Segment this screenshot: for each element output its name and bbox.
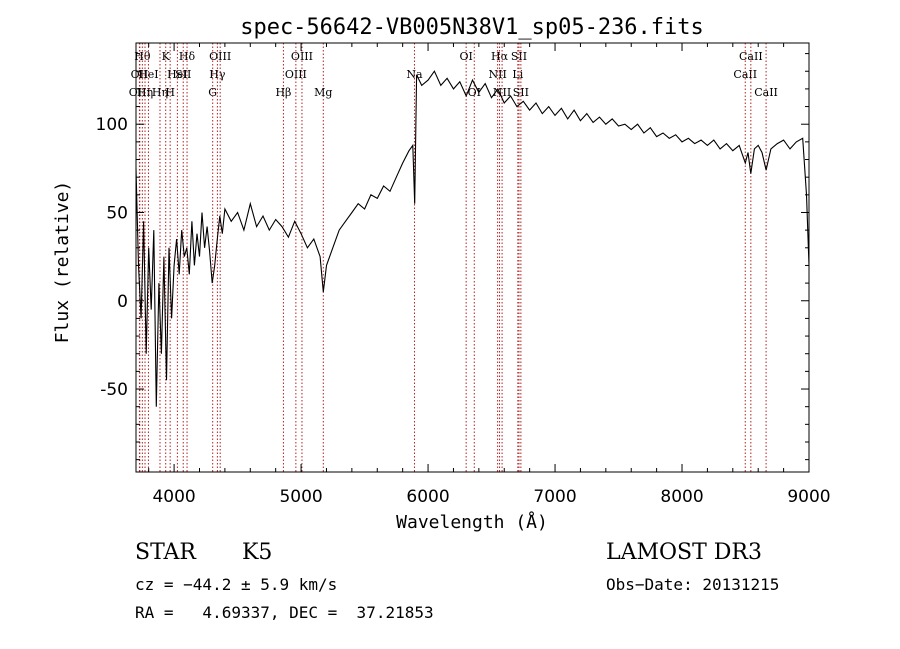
line-label-10: Hδ [179,50,196,63]
line-label-8: HeI [167,68,187,81]
object-class: STAR [135,540,196,565]
line-label-13: OIII [209,50,231,63]
x-tick-label-2: 6000 [406,487,449,507]
plot-frame [135,42,810,473]
line-label-22: Hα [491,50,509,63]
line-label-5: Hη [152,86,168,99]
coordinates: RA = 4.69337, DEC = 37.21853 [135,603,434,622]
y-tick-label-3: 100 [96,115,128,135]
line-label-26: SII [513,86,529,99]
chart-title: spec-56642-VB005N38V1_sp05-236.fits [240,15,704,40]
line-label-4: HeI [138,68,158,81]
y-axis-label: Flux (relative) [52,181,73,344]
line-label-9: SII [175,68,191,81]
line-label-18: Na [406,68,423,81]
line-label-19: OI [459,50,472,63]
x-axis: 4000 5000 6000 7000 8000 9000 [148,43,831,507]
y-tick-label-2: 50 [106,203,128,223]
line-label-11: G [208,86,217,99]
line-label-16: OIII [291,50,313,63]
x-tick-label-4: 8000 [660,487,703,507]
redshift-velocity: cz = −44.2 ± 5.9 km/s [135,575,338,594]
line-label-6: K [162,50,171,63]
line-label-14: Hβ [275,86,291,99]
line-label-7: H [165,86,175,99]
x-axis-label: Wavelength (Å) [396,511,548,533]
y-tick-label-0: -50 [100,380,128,400]
x-tick-label-5: 9000 [787,487,830,507]
line-label-29: CaII [754,86,778,99]
line-label-21: NII [488,68,506,81]
spectrum-series [135,70,810,407]
spectral-line-markers: OIIOIIIHθHηHeIHηKHHeISIIHδGHγOIIIHβOIIIO… [129,43,778,472]
survey-name: LAMOST DR3 [606,540,762,565]
line-label-27: CaII [733,68,757,81]
observation-date: Obs−Date: 20131215 [606,575,780,594]
line-label-12: Hγ [209,68,226,81]
x-tick-label-3: 7000 [533,487,576,507]
line-label-28: CaII [739,50,763,63]
y-axis: -50 0 50 100 [96,53,809,461]
x-tick-label-1: 5000 [279,487,322,507]
y-tick-label-1: 0 [117,292,128,312]
line-label-25: SII [511,50,527,63]
line-label-24: Li [512,68,523,81]
object-subclass: K5 [242,540,273,565]
line-label-3: Hη [137,86,153,99]
x-tick-label-0: 4000 [152,487,195,507]
line-label-17: Mg [314,86,332,99]
line-label-15: OIII [285,68,307,81]
